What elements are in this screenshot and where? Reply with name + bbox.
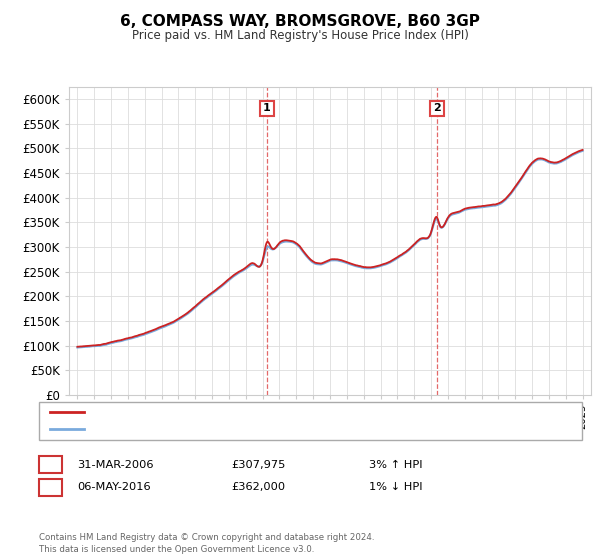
Text: 1: 1	[47, 458, 54, 472]
Text: 6, COMPASS WAY, BROMSGROVE, B60 3GP (detached house): 6, COMPASS WAY, BROMSGROVE, B60 3GP (det…	[93, 407, 426, 417]
Text: 2: 2	[47, 480, 54, 494]
Text: Contains HM Land Registry data © Crown copyright and database right 2024.
This d: Contains HM Land Registry data © Crown c…	[39, 533, 374, 554]
Text: 1% ↓ HPI: 1% ↓ HPI	[369, 482, 422, 492]
Text: 1: 1	[263, 104, 271, 113]
Text: 31-MAR-2006: 31-MAR-2006	[77, 460, 154, 470]
Text: 2: 2	[433, 104, 441, 113]
Text: Price paid vs. HM Land Registry's House Price Index (HPI): Price paid vs. HM Land Registry's House …	[131, 29, 469, 42]
Text: 06-MAY-2016: 06-MAY-2016	[77, 482, 151, 492]
Text: HPI: Average price, detached house, Bromsgrove: HPI: Average price, detached house, Brom…	[93, 424, 361, 434]
Text: 3% ↑ HPI: 3% ↑ HPI	[369, 460, 422, 470]
Text: £307,975: £307,975	[231, 460, 286, 470]
Text: £362,000: £362,000	[231, 482, 285, 492]
Text: 6, COMPASS WAY, BROMSGROVE, B60 3GP: 6, COMPASS WAY, BROMSGROVE, B60 3GP	[120, 14, 480, 29]
